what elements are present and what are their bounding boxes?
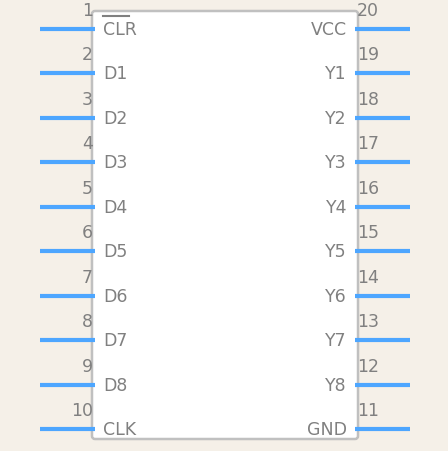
Text: Y6: Y6	[325, 287, 347, 305]
Text: 1: 1	[82, 2, 93, 20]
Text: CLK: CLK	[103, 420, 136, 438]
Text: Y5: Y5	[325, 243, 347, 261]
Text: 6: 6	[82, 224, 93, 242]
Text: D5: D5	[103, 243, 127, 261]
Text: 11: 11	[357, 401, 379, 419]
Text: 19: 19	[357, 46, 379, 64]
Text: Y8: Y8	[325, 376, 347, 394]
Text: 12: 12	[357, 357, 379, 375]
Text: Y7: Y7	[325, 331, 347, 350]
Text: 16: 16	[357, 179, 379, 198]
Text: Y2: Y2	[325, 110, 347, 128]
Text: Y1: Y1	[325, 65, 347, 83]
Text: 2: 2	[82, 46, 93, 64]
Text: 18: 18	[357, 91, 379, 109]
Text: 4: 4	[82, 135, 93, 153]
Text: GND: GND	[307, 420, 347, 438]
Text: D8: D8	[103, 376, 127, 394]
Text: 7: 7	[82, 268, 93, 286]
Text: 14: 14	[357, 268, 379, 286]
Text: D7: D7	[103, 331, 127, 350]
Text: 15: 15	[357, 224, 379, 242]
Text: VCC: VCC	[311, 21, 347, 39]
Text: D2: D2	[103, 110, 127, 128]
Text: D3: D3	[103, 154, 127, 172]
Text: D6: D6	[103, 287, 128, 305]
Text: D1: D1	[103, 65, 127, 83]
Text: 9: 9	[82, 357, 93, 375]
Text: Y4: Y4	[326, 198, 347, 216]
Text: 20: 20	[357, 2, 379, 20]
FancyBboxPatch shape	[92, 12, 358, 439]
Text: 3: 3	[82, 91, 93, 109]
Text: 8: 8	[82, 313, 93, 331]
Text: D4: D4	[103, 198, 127, 216]
Text: 10: 10	[71, 401, 93, 419]
Text: 5: 5	[82, 179, 93, 198]
Text: 13: 13	[357, 313, 379, 331]
Text: Y3: Y3	[325, 154, 347, 172]
Text: CLR: CLR	[103, 21, 137, 39]
Text: 17: 17	[357, 135, 379, 153]
